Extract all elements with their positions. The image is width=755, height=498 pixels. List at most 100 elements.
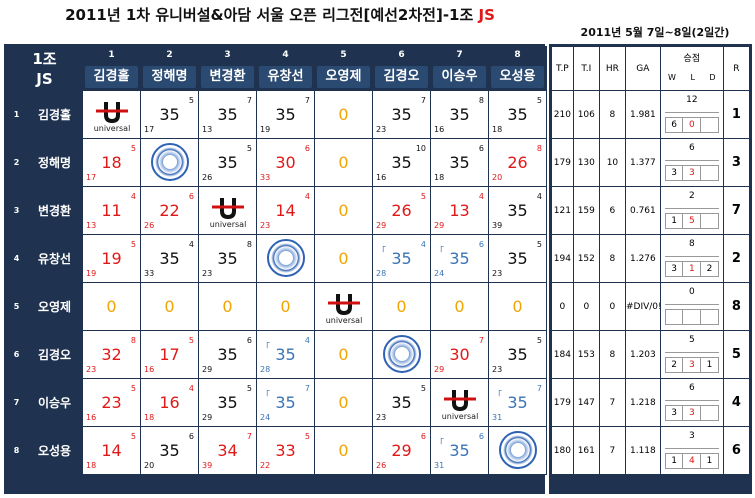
stat-ga: 1.377 [624, 138, 661, 187]
column-number: 7 [430, 46, 489, 63]
column-player-name: 김경오 [372, 62, 431, 91]
score-value: 35 [217, 393, 238, 412]
stat-d: 2 [700, 262, 718, 276]
score-value: 0 [338, 105, 349, 124]
score-cell: 0 [488, 282, 547, 331]
score-cell: 35 23 5 [488, 234, 547, 283]
innings-count: 28 [260, 365, 271, 374]
column-number: 8 [488, 46, 547, 63]
score-value: 0 [338, 345, 349, 364]
score-cell: 35 23 5 [488, 330, 547, 379]
row-player-name: 오영제 [26, 282, 83, 331]
score-value: 35 [159, 105, 180, 124]
stat-ti: 147 [572, 378, 600, 427]
score-cell: 19 19 5 [82, 234, 141, 283]
row-player-name: 김경홀 [26, 90, 83, 139]
high-run: 8 [536, 144, 542, 153]
record-divider [664, 352, 719, 353]
score-cell: 0 [314, 426, 373, 475]
stat-hr: 8 [598, 90, 626, 139]
innings-count: 23 [202, 269, 213, 278]
score-value: 0 [338, 393, 349, 412]
high-run: 5 [536, 96, 542, 105]
stat-w [666, 310, 683, 324]
high-run: 6 [478, 432, 484, 441]
score-cell: 17 16 5 [140, 330, 199, 379]
draw-mark: 「 [435, 247, 445, 257]
stat-d [700, 118, 718, 132]
stat-l: 1 [682, 262, 700, 276]
stat-d: 1 [700, 358, 718, 372]
column-player-name: 이승우 [430, 62, 489, 91]
high-run: 6 [246, 336, 252, 345]
column-player-label: 변경환 [201, 65, 254, 88]
high-run: 6 [304, 144, 310, 153]
innings-count: 16 [434, 125, 445, 134]
stat-tp: 194 [551, 234, 574, 283]
record-divider [664, 112, 719, 113]
high-run: 5 [130, 144, 136, 153]
score-cell: 35 29 5 [198, 378, 257, 427]
stat-l: 3 [682, 358, 700, 372]
innings-count: 39 [202, 461, 213, 470]
score-cell [488, 426, 547, 475]
score-value: 35 [217, 105, 238, 124]
high-run: 6 [188, 432, 194, 441]
stats-header-ga: GA [624, 46, 661, 91]
innings-count: 13 [86, 221, 97, 230]
stat-d [700, 214, 718, 228]
innings-count: 24 [260, 413, 271, 422]
record-divider [664, 400, 719, 401]
stat-ti: 161 [572, 426, 600, 475]
stat-w: 1 [671, 216, 677, 226]
score-value: 0 [338, 201, 349, 220]
column-number: 1 [82, 46, 141, 63]
score-value: 34 [217, 441, 238, 460]
row-number: 7 [6, 378, 27, 427]
score-cell: 35 16 10 [372, 138, 431, 187]
stat-ti: 0 [572, 282, 600, 331]
high-run: 4 [478, 192, 484, 201]
score-cell: 35 23 7 [372, 90, 431, 139]
high-run: 7 [304, 384, 310, 393]
innings-count: 29 [434, 221, 445, 230]
stat-tp: 210 [551, 90, 574, 139]
score-cell: 0 [430, 282, 489, 331]
stat-d [700, 166, 718, 180]
innings-count: 28 [376, 269, 387, 278]
stats-header-tp: T.P [551, 46, 574, 91]
stats-header-l: L [690, 73, 695, 82]
record-divider [664, 160, 719, 161]
stat-points: 0 [688, 287, 695, 297]
row-number: 2 [6, 138, 27, 187]
high-run: 7 [420, 96, 426, 105]
column-player-name: 오영제 [314, 62, 373, 91]
row-number: 6 [6, 330, 27, 379]
score-cell: 0 [314, 330, 373, 379]
score-cell: 33 22 5 [256, 426, 315, 475]
stat-w: 6 [671, 120, 677, 130]
score-value: 35 [449, 249, 470, 268]
score-cell: 26 29 5 [372, 186, 431, 235]
stat-hr: 8 [598, 234, 626, 283]
score-value: 35 [275, 105, 296, 124]
score-cell: 35 20 6 [140, 426, 199, 475]
score-value: 35 [159, 249, 180, 268]
innings-count: 22 [260, 461, 271, 470]
column-player-label: 김경오 [375, 65, 428, 88]
score-value: 0 [338, 249, 349, 268]
score-cell: 35 13 7 [198, 90, 257, 139]
association-emblem [150, 143, 189, 181]
stats-header-d: D [709, 73, 716, 82]
score-cell: 23 16 5 [82, 378, 141, 427]
score-cell: 35 39 4 [488, 186, 547, 235]
high-run: 4 [536, 192, 542, 201]
high-run: 6 [188, 192, 194, 201]
stat-w: 3 [671, 408, 677, 418]
column-player-label: 이승우 [433, 65, 486, 88]
score-value: 14 [101, 441, 122, 460]
score-value: 35 [449, 105, 470, 124]
